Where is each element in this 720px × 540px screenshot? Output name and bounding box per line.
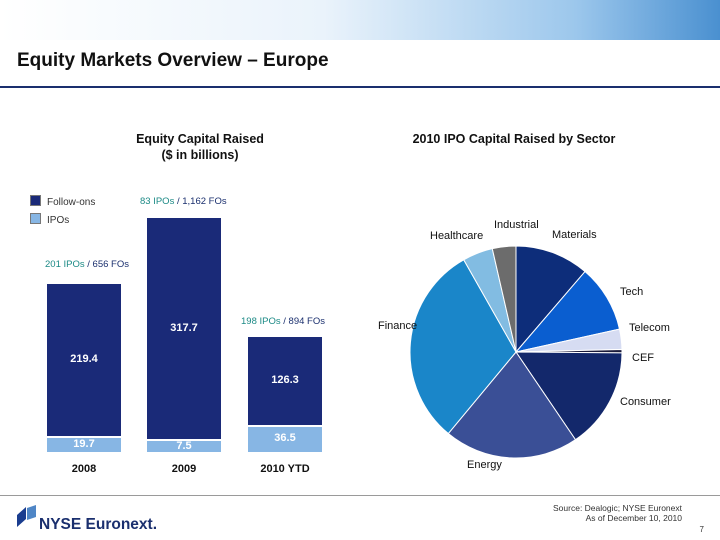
- annotation-2010-sep: /: [280, 316, 289, 327]
- nyse-euronext-logo-icon: [17, 505, 36, 527]
- bar-follow-ons-2: [248, 336, 322, 425]
- annotation-2009: 83 IPOs / 1,162 FOs: [140, 196, 227, 207]
- header-band: [0, 0, 720, 40]
- page-title: Equity Markets Overview – Europe: [17, 50, 329, 71]
- pie-slice-industrial: [491, 245, 517, 353]
- annotation-2009-ipos: 83 IPOs: [140, 196, 175, 207]
- page-number: 7: [699, 525, 704, 534]
- pie-label-cef: CEF: [632, 352, 654, 364]
- annotation-2008: 201 IPOs / 656 FOs: [45, 259, 129, 270]
- pie-label-materials: Materials: [552, 229, 597, 241]
- footer-divider: [0, 495, 720, 496]
- pie-label-consumer: Consumer: [620, 396, 671, 408]
- annotation-2008-fos: 656 FOs: [92, 259, 129, 270]
- pie-chart-title: 2010 IPO Capital Raised by Sector: [412, 132, 616, 146]
- pie-slice-finance: [409, 259, 517, 435]
- legend-label-follow-ons: Follow-ons: [47, 197, 96, 208]
- legend-ipos: IPOs: [30, 213, 69, 226]
- logo-text: NYSE Euronext.: [39, 516, 157, 533]
- pie-slice-materials: [515, 245, 586, 354]
- pie-label-tech: Tech: [620, 286, 644, 298]
- source-note: Source: Dealogic; NYSE Euronext As of De…: [553, 503, 682, 523]
- legend-label-ipos: IPOs: [47, 215, 70, 226]
- pie-label-telecom: Telecom: [629, 322, 670, 334]
- annotation-2008-sep: /: [84, 259, 93, 270]
- pie-label-industrial: Industrial: [494, 219, 539, 231]
- annotation-2009-sep: /: [174, 196, 183, 207]
- bar-chart-title-line1: Equity Capital Raised: [136, 132, 264, 146]
- x-tick-label-0: 2008: [71, 463, 97, 475]
- annotation-2010-fos: 894 FOs: [288, 316, 325, 327]
- annotation-2009-fos: 1,162 FOs: [182, 196, 227, 207]
- bar-chart-title: Equity Capital Raised ($ in billions): [100, 131, 300, 163]
- annotation-2008-ipos: 201 IPOs: [45, 259, 85, 270]
- source-line-1: Source: Dealogic; NYSE Euronext: [553, 503, 682, 513]
- bar-label-follow-ons-1: 317.7: [170, 321, 198, 334]
- x-tick-label-1: 2009: [171, 463, 197, 475]
- bar-follow-ons-0: [47, 284, 121, 437]
- bar-label-ipos-0: 19.7: [73, 438, 95, 451]
- bar-label-ipos-2: 36.5: [274, 432, 296, 445]
- bar-follow-ons-1: [147, 218, 221, 439]
- legend-swatch-ipos: [30, 213, 41, 224]
- pie-label-finance: Finance: [378, 320, 418, 332]
- bar-label-ipos-1: 7.5: [176, 439, 192, 452]
- legend-swatch-follow-ons: [30, 195, 41, 206]
- bar-ipos-1: [147, 441, 221, 452]
- bar-label-follow-ons-2: 126.3: [271, 373, 299, 386]
- bar-ipos-0: [47, 438, 121, 452]
- bar-label-follow-ons-0: 219.4: [70, 353, 98, 366]
- pie-label-healthcare: Healthcare: [430, 230, 484, 242]
- bar-ipos-2: [248, 426, 322, 452]
- pie-slice-consumer: [515, 351, 623, 441]
- legend-follow-ons: Follow-ons: [30, 195, 95, 208]
- x-tick-label-2: 2010 YTD: [260, 463, 310, 475]
- source-line-2: As of December 10, 2010: [585, 513, 682, 523]
- pie-label-energy: Energy: [467, 459, 502, 471]
- annotation-2010-ipos: 198 IPOs: [241, 316, 281, 327]
- annotation-2010: 198 IPOs / 894 FOs: [241, 316, 325, 327]
- title-divider: [0, 86, 720, 88]
- bar-chart-title-line2: ($ in billions): [161, 148, 239, 162]
- pie-slice-energy: [447, 351, 577, 459]
